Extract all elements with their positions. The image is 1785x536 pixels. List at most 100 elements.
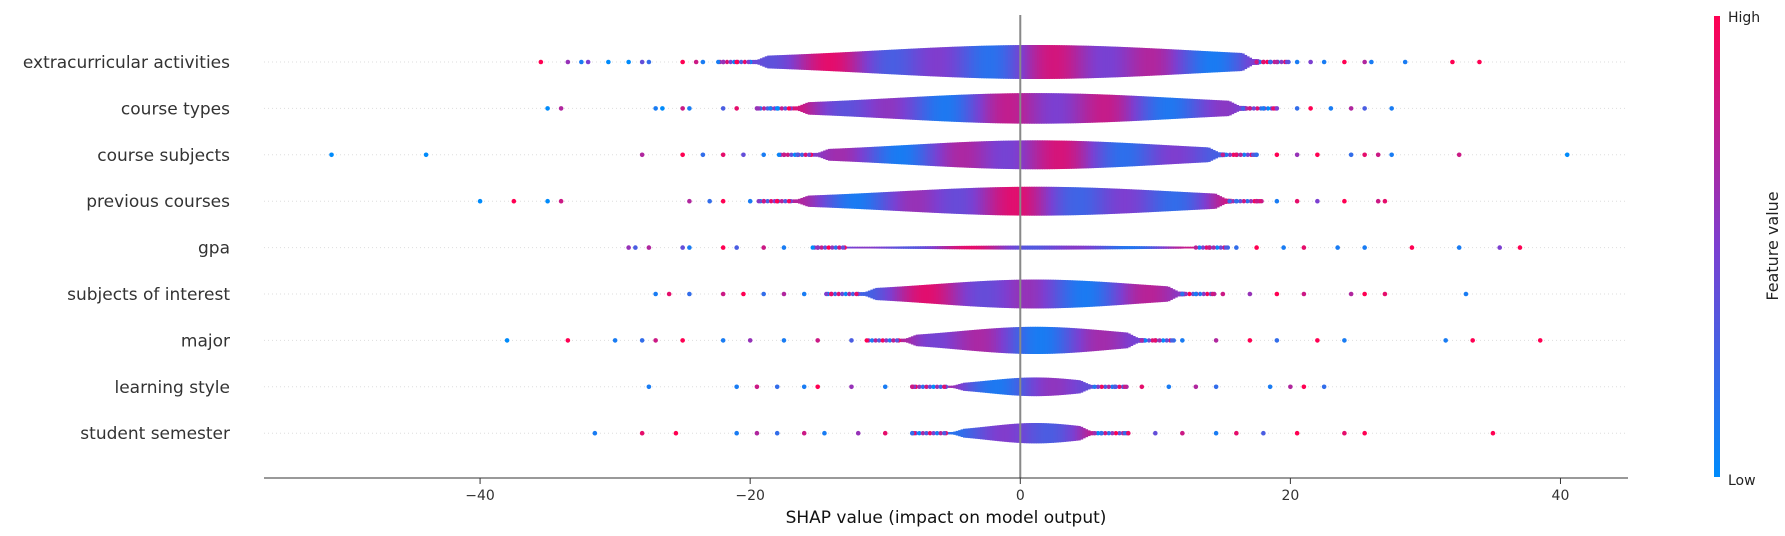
- shap-point: [1110, 431, 1115, 436]
- violin-slice: [1180, 49, 1184, 75]
- violin-slice: [1216, 100, 1220, 117]
- shap-point: [1279, 59, 1284, 65]
- violin-slice: [898, 145, 902, 165]
- violin-slice: [1182, 49, 1187, 75]
- violin-slice: [1095, 329, 1100, 351]
- shap-point: [1362, 291, 1367, 297]
- violin-slice: [965, 188, 970, 215]
- shap-point: [1382, 198, 1388, 204]
- violin-slice: [1055, 93, 1060, 124]
- violin-slice: [953, 385, 957, 389]
- violin-slice: [1068, 45, 1073, 79]
- violin-slice: [1088, 45, 1092, 79]
- violin-slice: [958, 430, 962, 437]
- shap-point: [680, 59, 685, 65]
- violin-slice: [1044, 45, 1048, 79]
- shap-point: [1213, 338, 1219, 343]
- violin-slice: [1045, 423, 1050, 444]
- violin-slice: [1175, 49, 1180, 75]
- violin-slice: [998, 327, 1002, 353]
- violin-slice: [1182, 146, 1187, 164]
- violin-slice: [1178, 145, 1182, 164]
- shap-point: [1254, 245, 1259, 250]
- violin-slice: [1007, 245, 1012, 250]
- violin-slice: [1011, 93, 1016, 124]
- violin-slice: [1080, 141, 1085, 169]
- violin-slice: [993, 140, 997, 169]
- shap-point: [1250, 152, 1256, 157]
- violin-slice: [837, 148, 842, 162]
- shap-point: [754, 106, 760, 111]
- violin-slice: [1143, 246, 1148, 249]
- violin-slice: [827, 148, 832, 161]
- violin-slice: [971, 46, 975, 78]
- violin-slice: [1138, 189, 1142, 213]
- violin-slice: [967, 382, 972, 392]
- violin-slice: [1131, 95, 1135, 122]
- violin-slice: [999, 187, 1004, 216]
- violin-slice: [1067, 379, 1072, 395]
- violin-slice: [1127, 333, 1131, 348]
- violin-slice: [940, 332, 944, 349]
- violin-slice: [1012, 327, 1017, 354]
- violin-slice: [1172, 191, 1176, 211]
- shap-point: [1274, 338, 1280, 343]
- violin-slice: [954, 142, 958, 168]
- violin-slice: [916, 285, 921, 303]
- violin-slice: [917, 144, 922, 166]
- shap-point: [633, 245, 638, 250]
- violin-slice: [1050, 279, 1054, 309]
- violin-slice: [1033, 186, 1038, 216]
- violin-slice: [953, 188, 958, 214]
- violin-slice: [954, 46, 958, 78]
- violin-slice: [1218, 196, 1223, 207]
- violin-slice: [1094, 94, 1099, 123]
- violin-slice: [920, 144, 924, 166]
- violin-slice: [925, 333, 929, 347]
- shap-point: [724, 59, 730, 65]
- shap-point: [585, 59, 591, 65]
- violin-slice: [997, 245, 1002, 250]
- shap-point: [1265, 106, 1271, 111]
- violin-slice: [1005, 245, 1009, 250]
- violin-slice: [992, 379, 996, 394]
- violin-slice: [1141, 143, 1146, 166]
- violin-slice: [968, 245, 973, 250]
- violin-slice: [1114, 94, 1118, 122]
- violin-slice: [853, 100, 858, 117]
- shap-point: [1169, 338, 1175, 343]
- violin-slice: [1071, 140, 1075, 169]
- violin-slice: [1146, 48, 1150, 76]
- violin-slice: [1129, 143, 1133, 167]
- violin-slice: [1148, 246, 1153, 249]
- shap-point: [639, 152, 645, 158]
- violin-slice: [1174, 98, 1179, 119]
- violin-slice: [953, 94, 958, 122]
- violin-slice: [1134, 337, 1139, 344]
- violin-slice: [1078, 328, 1083, 353]
- violin-slice: [822, 101, 826, 116]
- violin-slice: [960, 282, 964, 306]
- violin-slice: [1192, 50, 1197, 74]
- violin-slice: [1084, 280, 1088, 308]
- violin-slice: [1092, 45, 1097, 79]
- violin-slice: [1040, 423, 1045, 444]
- shap-point: [1389, 152, 1394, 158]
- violin-slice: [1061, 327, 1066, 354]
- shap-point: [687, 198, 692, 204]
- violin-slice: [829, 194, 834, 208]
- violin-slice: [1170, 49, 1175, 75]
- violin-slice: [871, 246, 875, 249]
- violin-slice: [886, 146, 890, 164]
- violin-slice: [1075, 187, 1079, 216]
- shap-point: [754, 430, 760, 436]
- violin-slice: [1011, 186, 1016, 216]
- violin-slice: [954, 331, 959, 350]
- violin-slice: [849, 51, 854, 73]
- violin-slice: [1112, 245, 1116, 250]
- violin-slice: [904, 286, 908, 302]
- shap-point: [776, 152, 782, 157]
- violin-slice: [971, 245, 975, 250]
- violin-slice: [1028, 423, 1033, 444]
- violin-slice: [1039, 45, 1043, 79]
